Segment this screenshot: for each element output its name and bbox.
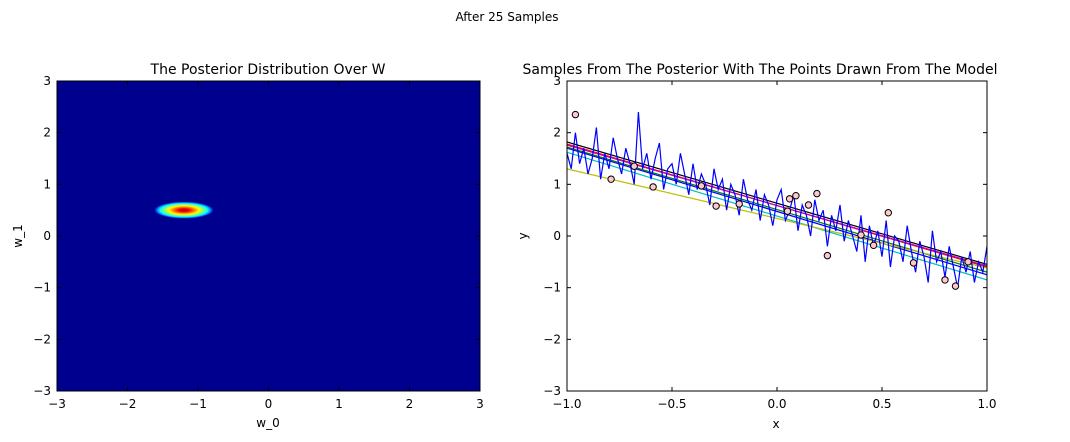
observed-point <box>909 259 918 267</box>
observed-point <box>697 182 706 190</box>
observed-point <box>951 282 960 290</box>
posterior-density-peak <box>153 201 215 219</box>
samples-x-tick-label: 0.0 <box>767 397 786 411</box>
heatmap-x-tick-label: 2 <box>406 397 414 411</box>
heatmap-y-tick-label: 2 <box>43 126 51 140</box>
samples-y-ticks: −3 −2 −1 0 1 2 3 <box>543 74 987 398</box>
observed-point <box>607 175 615 183</box>
samples-x-tick-label: −1.0 <box>552 397 581 411</box>
samples-plot-background <box>567 81 987 391</box>
heatmap-y-tick-label: −1 <box>33 281 51 295</box>
observed-point <box>571 110 580 119</box>
posterior-heatmap-panel: The Posterior Distribution Over W −3 −2 −1… <box>11 62 484 430</box>
heatmap-y-tick-label: 1 <box>43 177 51 191</box>
posterior-samples-title: Samples From The Posterior With The Poin… <box>523 62 998 78</box>
observed-point <box>813 189 821 198</box>
heatmap-y-label: w_1 <box>11 224 25 247</box>
heatmap-y-tick-label: −2 <box>33 332 51 346</box>
observed-point <box>964 258 972 266</box>
samples-y-tick-label: −1 <box>543 281 561 295</box>
observed-point <box>785 195 794 203</box>
posterior-sample-line-6 <box>567 168 987 269</box>
heatmap-x-tick-label: 3 <box>476 397 484 411</box>
samples-y-tick-label: 2 <box>553 126 561 140</box>
heatmap-x-ticks: −3 −2 −1 0 1 2 3 <box>48 81 484 411</box>
heatmap-x-tick-label: 0 <box>265 397 273 411</box>
observed-point <box>804 201 813 209</box>
observed-point <box>869 241 878 250</box>
heatmap-x-tick-label: −3 <box>48 397 66 411</box>
samples-x-ticks: −1.0 −0.5 0.0 0.5 1.0 <box>552 81 997 411</box>
posterior-samples-panel: Samples From The Posterior With The Poin… <box>516 62 997 431</box>
samples-y-label: y <box>516 232 530 239</box>
samples-x-label: x <box>772 417 779 431</box>
observed-point <box>712 202 720 210</box>
observed-point <box>735 200 743 208</box>
observed-point <box>857 231 865 239</box>
observed-point <box>941 276 949 284</box>
observed-point <box>783 207 792 215</box>
observed-point <box>630 162 638 170</box>
observed-point <box>884 209 892 217</box>
posterior-sample-line-1 <box>567 147 987 276</box>
heatmap-y-ticks: −3 −2 −1 0 1 2 3 <box>33 74 480 398</box>
samples-x-tick-label: −0.5 <box>657 397 686 411</box>
heatmap-background <box>57 81 480 391</box>
samples-y-tick-label: 3 <box>553 74 561 88</box>
samples-y-tick-label: 0 <box>553 229 561 243</box>
samples-x-tick-label: 0.5 <box>872 397 891 411</box>
heatmap-x-tick-label: 1 <box>335 397 343 411</box>
heatmap-y-tick-label: 0 <box>43 229 51 243</box>
samples-x-tick-label: 1.0 <box>977 397 996 411</box>
heatmap-y-tick-label: 3 <box>43 74 51 88</box>
observed-point <box>649 183 657 191</box>
heatmap-x-tick-label: −1 <box>189 397 207 411</box>
samples-y-tick-label: −3 <box>543 384 561 398</box>
samples-y-tick-label: −2 <box>543 332 561 346</box>
heatmap-x-tick-label: −2 <box>119 397 137 411</box>
samples-y-tick-label: 1 <box>553 177 561 191</box>
observed-point <box>792 192 800 200</box>
figure-suptitle: After 25 Samples <box>456 10 559 24</box>
heatmap-y-tick-label: −3 <box>33 384 51 398</box>
observed-points <box>571 110 972 290</box>
observed-point <box>823 251 832 260</box>
posterior-heatmap-title: The Posterior Distribution Over W <box>150 62 386 78</box>
heatmap-x-label: w_0 <box>256 416 279 430</box>
